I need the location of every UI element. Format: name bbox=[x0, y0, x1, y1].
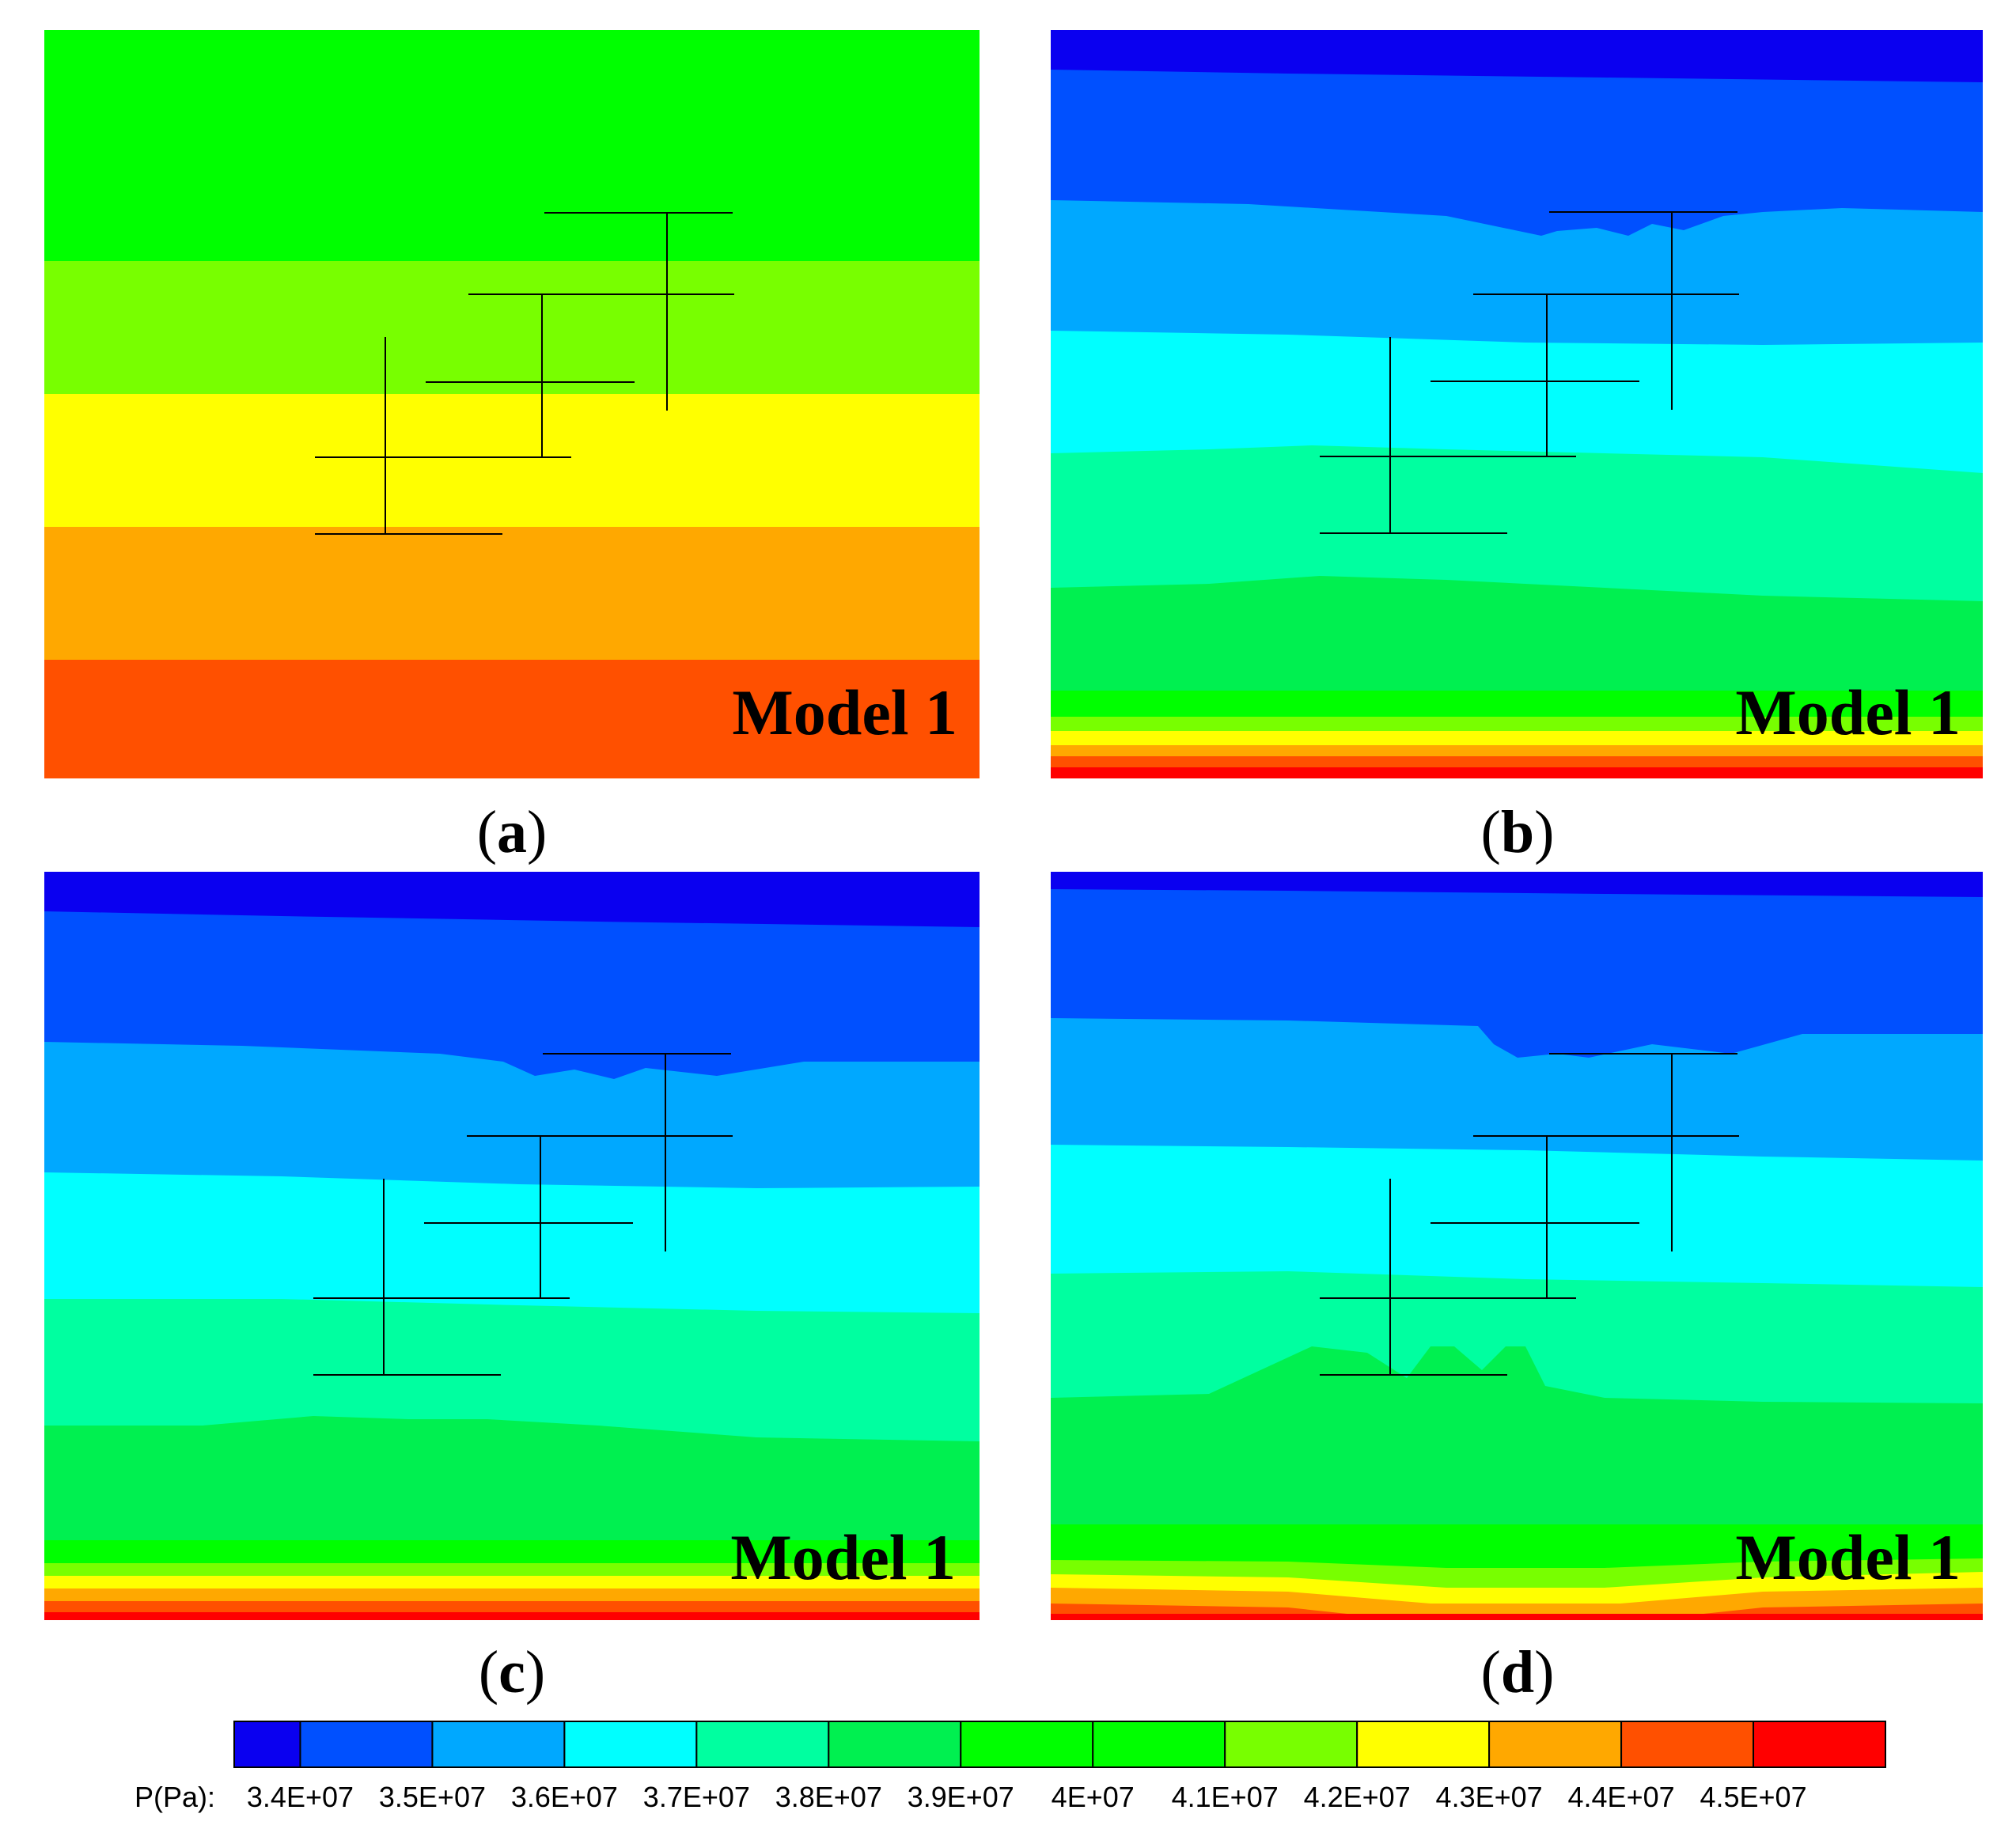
legend-tick-label-1: 3.5E+07 bbox=[379, 1781, 486, 1813]
legend-swatch-7 bbox=[1092, 1721, 1226, 1768]
legend-swatch-4 bbox=[695, 1721, 830, 1768]
fracture-lines-a bbox=[315, 212, 734, 535]
legend-swatch-9 bbox=[1356, 1721, 1491, 1768]
legend-tick-label-2: 3.6E+07 bbox=[511, 1781, 618, 1813]
contour-panel-a: Model 1 bbox=[44, 30, 980, 778]
caption-c: (c) bbox=[478, 1639, 546, 1706]
model-label-b: Model 1 bbox=[1735, 676, 1961, 748]
pressure-contour-d bbox=[1051, 872, 1983, 1620]
legend-tick-label-0: 3.4E+07 bbox=[247, 1781, 354, 1813]
fracture-lines-d bbox=[1320, 1053, 1739, 1376]
pressure-contour-c bbox=[44, 872, 980, 1620]
legend-tick-label-7: 4.1E+07 bbox=[1172, 1781, 1279, 1813]
fracture-lines-c bbox=[313, 1053, 733, 1376]
fracture-lines-b bbox=[1320, 211, 1739, 534]
legend-swatch-1 bbox=[299, 1721, 434, 1768]
pressure-contour-b bbox=[1051, 30, 1983, 778]
model-label-a: Model 1 bbox=[732, 676, 957, 748]
legend-tick-label-8: 4.2E+07 bbox=[1304, 1781, 1411, 1813]
caption-a: (a) bbox=[476, 799, 548, 865]
legend-tick-label-6: 4E+07 bbox=[1052, 1781, 1135, 1813]
legend-swatch-6 bbox=[960, 1721, 1094, 1768]
legend-tick-label-9: 4.3E+07 bbox=[1436, 1781, 1543, 1813]
contour-panel-d: Model 1 bbox=[1051, 872, 1983, 1620]
legend-swatch-12 bbox=[1753, 1721, 1887, 1768]
legend-tick-label-3: 3.7E+07 bbox=[643, 1781, 750, 1813]
legend-tick-label-5: 3.9E+07 bbox=[908, 1781, 1014, 1813]
legend-swatch-10 bbox=[1488, 1721, 1623, 1768]
pressure-contour-a bbox=[44, 30, 980, 778]
model-label-c: Model 1 bbox=[730, 1521, 956, 1593]
legend-swatch-2 bbox=[431, 1721, 566, 1768]
contour-panel-c: Model 1 bbox=[44, 872, 980, 1620]
legend-swatch-11 bbox=[1620, 1721, 1755, 1768]
legend-tick-label-10: 4.4E+07 bbox=[1568, 1781, 1675, 1813]
legend-variable-label: P(Pa): bbox=[135, 1781, 215, 1813]
caption-b: (b) bbox=[1480, 799, 1555, 865]
caption-d: (d) bbox=[1480, 1639, 1555, 1706]
legend-tick-labels: 3.4E+07 3.5E+07 3.6E+07 3.7E+07 3.8E+07 3.9E+… bbox=[247, 1781, 1807, 1813]
legend-swatch-3 bbox=[563, 1721, 698, 1768]
model-label-d: Model 1 bbox=[1735, 1521, 1961, 1593]
legend-swatch-0 bbox=[233, 1721, 301, 1768]
contour-panel-b: Model 1 bbox=[1051, 30, 1983, 778]
legend-swatch-5 bbox=[828, 1721, 962, 1768]
legend-tick-label-11: 4.5E+07 bbox=[1700, 1781, 1806, 1813]
legend-tick-label-4: 3.8E+07 bbox=[775, 1781, 882, 1813]
legend-swatch-8 bbox=[1224, 1721, 1359, 1768]
legend-color-bar bbox=[233, 1721, 1887, 1768]
